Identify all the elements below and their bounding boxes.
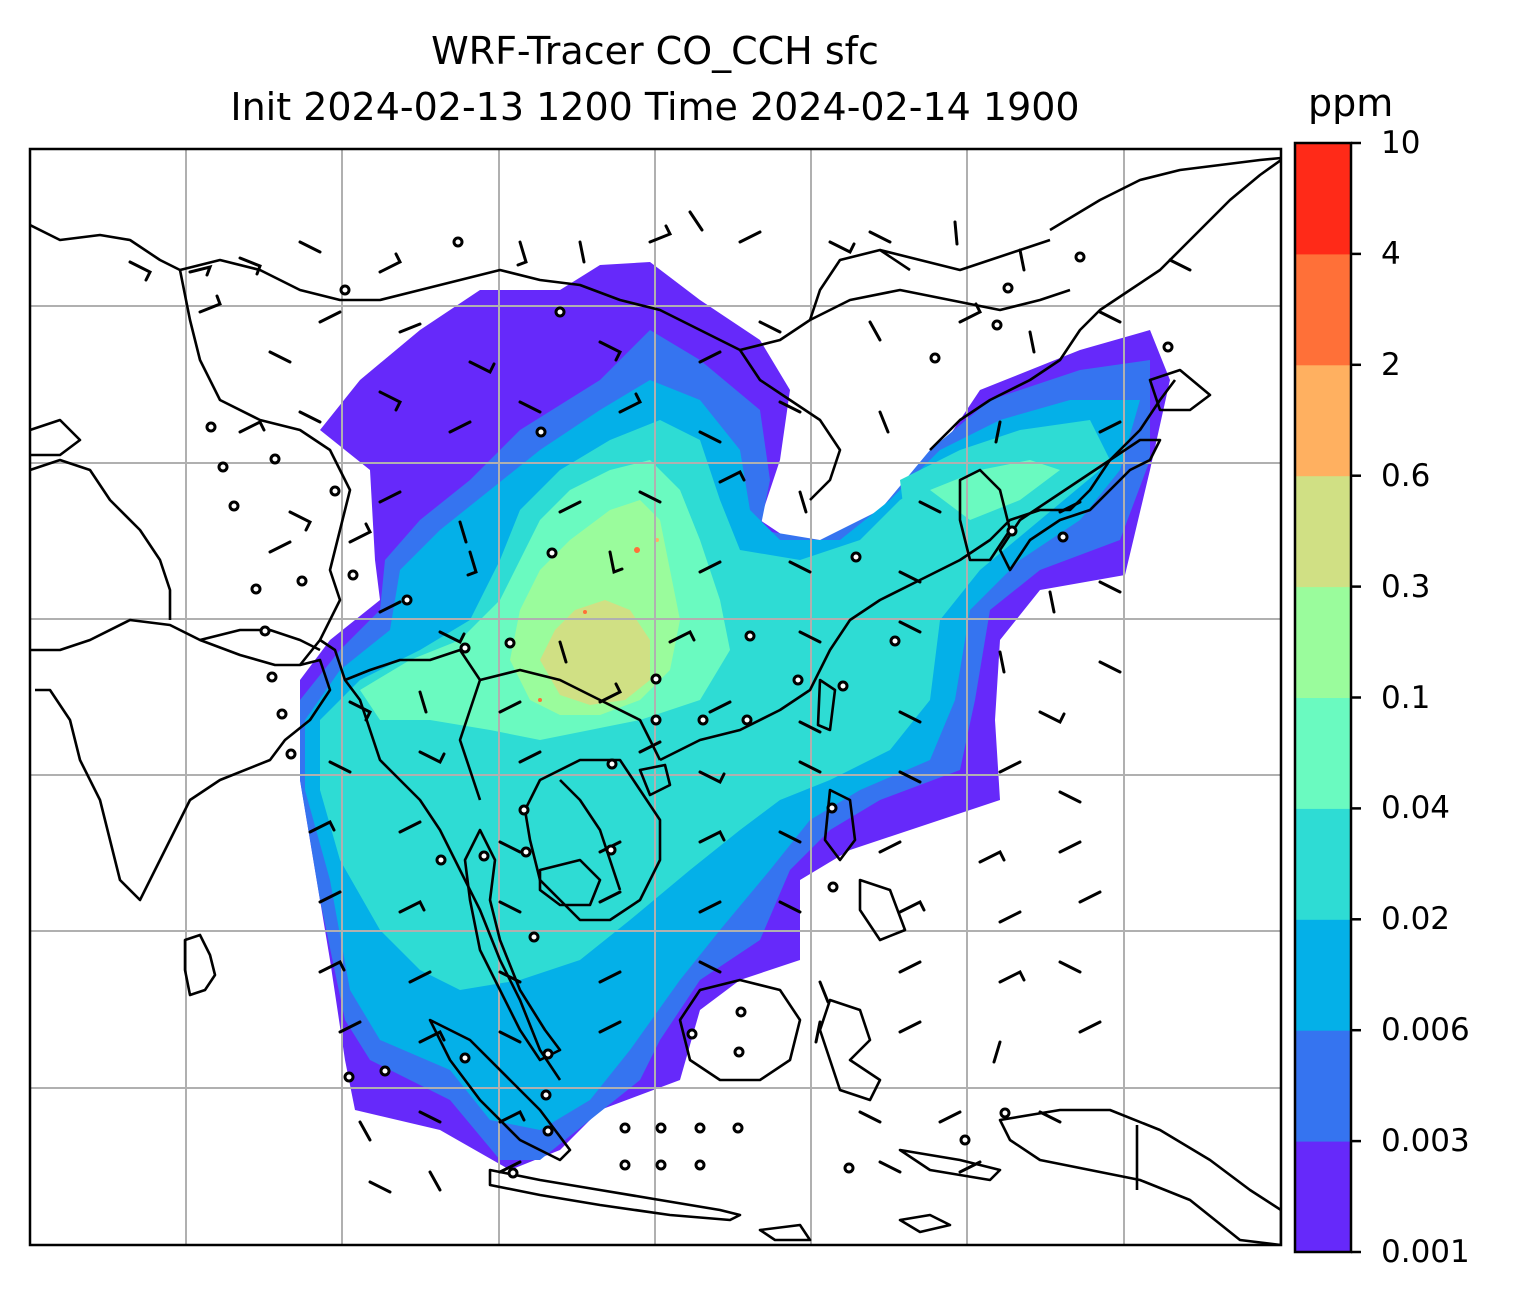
russia-coast [929, 158, 1281, 451]
colorbar-tick-label: 0.04 [1381, 790, 1451, 827]
korea [958, 468, 1012, 562]
colorbar-segment [1295, 808, 1351, 920]
sumatra [428, 1018, 572, 1162]
vietnam-laos [559, 779, 622, 891]
amur-river [879, 238, 1051, 272]
indochina-coast [523, 758, 662, 922]
colorbar-tick-label: 0.6 [1381, 457, 1431, 494]
coastlines [30, 156, 1281, 1245]
russia-inland [809, 288, 1071, 322]
field-hotspot-3 [583, 610, 587, 614]
colorbar-tick-label: 0.1 [1381, 679, 1431, 716]
colorbar-segment [1295, 143, 1351, 255]
china-west-border [178, 269, 352, 641]
field-layer-midhigh [320, 420, 1100, 990]
field-hotspot-1 [634, 547, 640, 553]
map-title-line2: Init 2024-02-13 1200 Time 2024-02-14 190… [230, 85, 1080, 129]
map-plot-area [30, 149, 1281, 1245]
colorbar-ticks [1351, 141, 1361, 1254]
colorbar-tick-label: 0.3 [1381, 568, 1431, 605]
china-inland-2 [738, 349, 842, 501]
map-title-line1: WRF-Tracer CO_CCH sfc [431, 29, 879, 73]
philippines-luzon [823, 788, 857, 862]
hainan [638, 763, 672, 797]
small-islands-1 [898, 1213, 952, 1234]
java [488, 1168, 742, 1222]
graticule [30, 149, 1281, 1245]
wind-barbs [128, 210, 1192, 1194]
colorbar-segment [1295, 1141, 1351, 1253]
kamchatka-side [1049, 156, 1281, 232]
china-inland-1 [479, 668, 662, 761]
tracer-field [300, 262, 1170, 1170]
colorbar-tick-label: 0.003 [1381, 1123, 1470, 1160]
colorbar-tick-label: 2 [1381, 346, 1401, 383]
colorbar-segment [1295, 364, 1351, 477]
taiwan [816, 678, 837, 732]
borneo [678, 978, 802, 1082]
colorbar-segment [1295, 697, 1351, 809]
field-layer-peak [540, 600, 650, 705]
field-hotspot-4 [538, 698, 542, 702]
central-asia [30, 223, 181, 272]
india-coast [30, 618, 332, 902]
mongolia-border [179, 248, 911, 352]
small-islands-2 [758, 1223, 812, 1242]
japan [998, 438, 1162, 572]
hokkaido [1148, 368, 1212, 412]
colorbar-segment [1295, 586, 1351, 698]
field-northeast-high [930, 460, 1060, 520]
map-frame [28, 147, 1283, 1247]
philippines-mid [858, 878, 907, 942]
myanmar-border [344, 648, 482, 801]
colorbar-segment [1295, 1030, 1351, 1142]
colorbar-tick-label: 0.02 [1381, 901, 1451, 938]
sulawesi [818, 998, 882, 1102]
afghanistan-pakistan [30, 458, 172, 620]
colorbar [1295, 143, 1351, 1253]
calm-wind-circles [205, 236, 1174, 1179]
colorbar-tick-label: 0.001 [1381, 1234, 1470, 1270]
colorbar-segment [1295, 253, 1351, 366]
colorbar-segment [1295, 475, 1351, 588]
caspian-hint [30, 418, 82, 457]
timor [898, 1148, 1002, 1182]
colorbar-tick-label: 0.006 [1381, 1012, 1470, 1049]
sri-lanka [183, 933, 217, 997]
colorbar-segment [1295, 919, 1351, 1031]
bay-of-bengal-north [298, 638, 562, 1081]
colorbar-tick-label: 10 [1381, 125, 1421, 161]
colorbar-unit-label: ppm [1308, 81, 1394, 125]
new-guinea [998, 1108, 1281, 1245]
colorbar-tick-label: 4 [1381, 235, 1401, 272]
gulf-of-thailand [538, 858, 602, 907]
